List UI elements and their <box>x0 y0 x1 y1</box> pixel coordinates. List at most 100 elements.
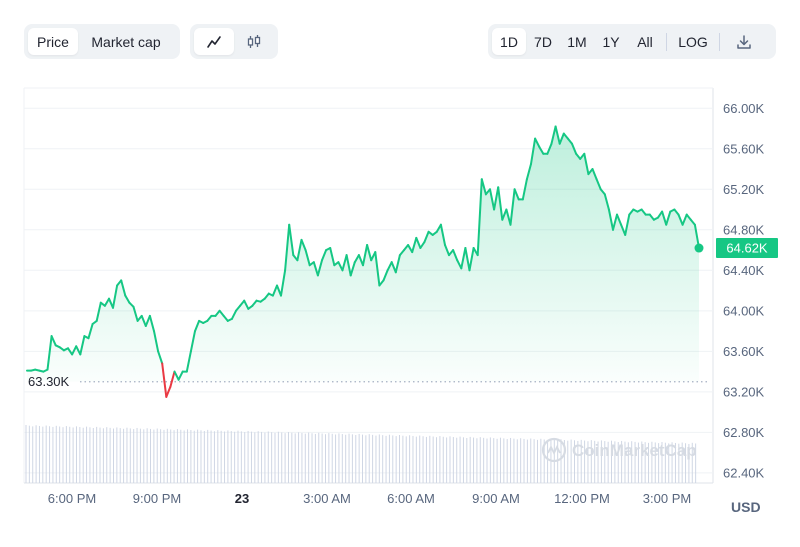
price-segment <box>390 261 397 274</box>
price-segment <box>67 347 74 356</box>
x-tick-label: 23 <box>235 491 249 506</box>
price-area <box>27 126 699 382</box>
price-segment <box>169 370 176 388</box>
price-segment <box>230 309 237 320</box>
price-segment <box>132 305 139 322</box>
price-segment <box>398 249 405 257</box>
log-button[interactable]: LOG <box>678 33 708 50</box>
price-tab[interactable]: Price <box>28 28 78 55</box>
price-segment <box>271 284 278 297</box>
price-segment <box>419 240 426 249</box>
price-segment <box>46 335 53 371</box>
price-segment <box>411 236 418 254</box>
y-tick-label: 65.20K <box>723 182 765 197</box>
download-icon <box>737 34 751 49</box>
price-segment <box>300 238 307 252</box>
price-segment <box>624 213 631 236</box>
current-price-label: 64.62K <box>726 241 768 256</box>
market-cap-tab[interactable]: Market cap <box>91 33 161 50</box>
price-segment <box>661 210 668 226</box>
price-segment <box>222 314 229 322</box>
price-segment <box>366 244 373 262</box>
price-segment <box>374 251 381 287</box>
price-segment <box>345 254 352 277</box>
price-segment <box>628 208 635 216</box>
price-segment <box>423 230 430 243</box>
baseline: 63.30K <box>28 374 709 389</box>
price-segment <box>616 213 623 226</box>
candlestick-button[interactable] <box>234 28 274 55</box>
price-segment <box>140 314 147 327</box>
price-segment <box>173 370 180 381</box>
baseline-label: 63.30K <box>28 374 70 389</box>
line-chart-button[interactable] <box>194 28 234 55</box>
price-segment <box>103 297 110 307</box>
price-segment <box>284 223 291 272</box>
line-chart-icon <box>207 35 221 48</box>
range-all[interactable]: All <box>637 33 653 50</box>
y-tick-label: 66.00K <box>723 101 765 116</box>
price-area-fill <box>27 126 699 382</box>
x-tick-label: 3:00 AM <box>303 491 351 506</box>
price-segment <box>460 247 467 270</box>
price-segment <box>550 125 557 145</box>
price-segment <box>591 168 598 181</box>
price-segment <box>321 249 328 262</box>
price-segment <box>439 223 446 246</box>
price-segment <box>607 208 614 231</box>
y-tick-label: 64.00K <box>723 303 765 318</box>
y-tick-label: 63.60K <box>723 344 765 359</box>
price-segment <box>304 249 311 267</box>
price-segment <box>349 261 356 277</box>
price-segment <box>153 330 160 353</box>
price-segment <box>415 236 422 249</box>
price-segment <box>312 261 319 277</box>
y-tick-label: 64.40K <box>723 263 765 278</box>
price-segment <box>243 299 250 310</box>
range-1d[interactable]: 1D <box>492 28 526 55</box>
watermark-text: CoinMarketCap <box>572 441 697 460</box>
download-button[interactable] <box>724 28 764 55</box>
price-segment <box>444 244 450 257</box>
price-segment <box>464 247 471 272</box>
price-segment <box>583 152 590 176</box>
chart-type-toggle <box>190 24 278 59</box>
price-line <box>26 125 700 398</box>
price-segment <box>194 319 201 333</box>
price-segment <box>165 385 172 398</box>
price-segment <box>251 299 258 307</box>
x-tick-label: 3:00 PM <box>643 491 691 506</box>
price-segment <box>521 178 528 201</box>
toolbar-divider <box>666 32 667 51</box>
price-segment <box>558 132 565 145</box>
price-segment <box>185 350 192 373</box>
price-segment <box>480 178 487 196</box>
price-segment <box>509 188 516 226</box>
price-segment <box>95 301 102 322</box>
range-1m[interactable]: 1M <box>567 33 587 50</box>
range-7d[interactable]: 7D <box>534 33 552 50</box>
price-segment <box>148 314 155 333</box>
price-segment <box>112 284 119 309</box>
current-price-dot <box>694 243 704 253</box>
price-segment <box>513 188 520 201</box>
price-segment <box>316 259 323 277</box>
price-segment <box>489 188 496 211</box>
toolbar-divider <box>719 32 720 51</box>
price-segment <box>575 152 582 160</box>
price-segment <box>177 370 184 381</box>
price-segment <box>665 210 672 226</box>
price-segment <box>562 132 569 140</box>
price-segment <box>571 142 578 155</box>
price-segment <box>525 163 532 181</box>
range-1y[interactable]: 1Y <box>602 33 620 50</box>
y-tick-label: 64.80K <box>723 222 765 237</box>
price-segment <box>357 254 364 267</box>
x-tick-label: 9:00 PM <box>133 491 181 506</box>
x-axis: 6:00 PM 9:00 PM 23 3:00 AM 6:00 AM 9:00 AM 12:… <box>48 491 691 506</box>
price-segment <box>689 218 696 226</box>
price-segment <box>595 178 602 191</box>
price-segment <box>681 213 688 226</box>
price-segment <box>452 249 459 262</box>
